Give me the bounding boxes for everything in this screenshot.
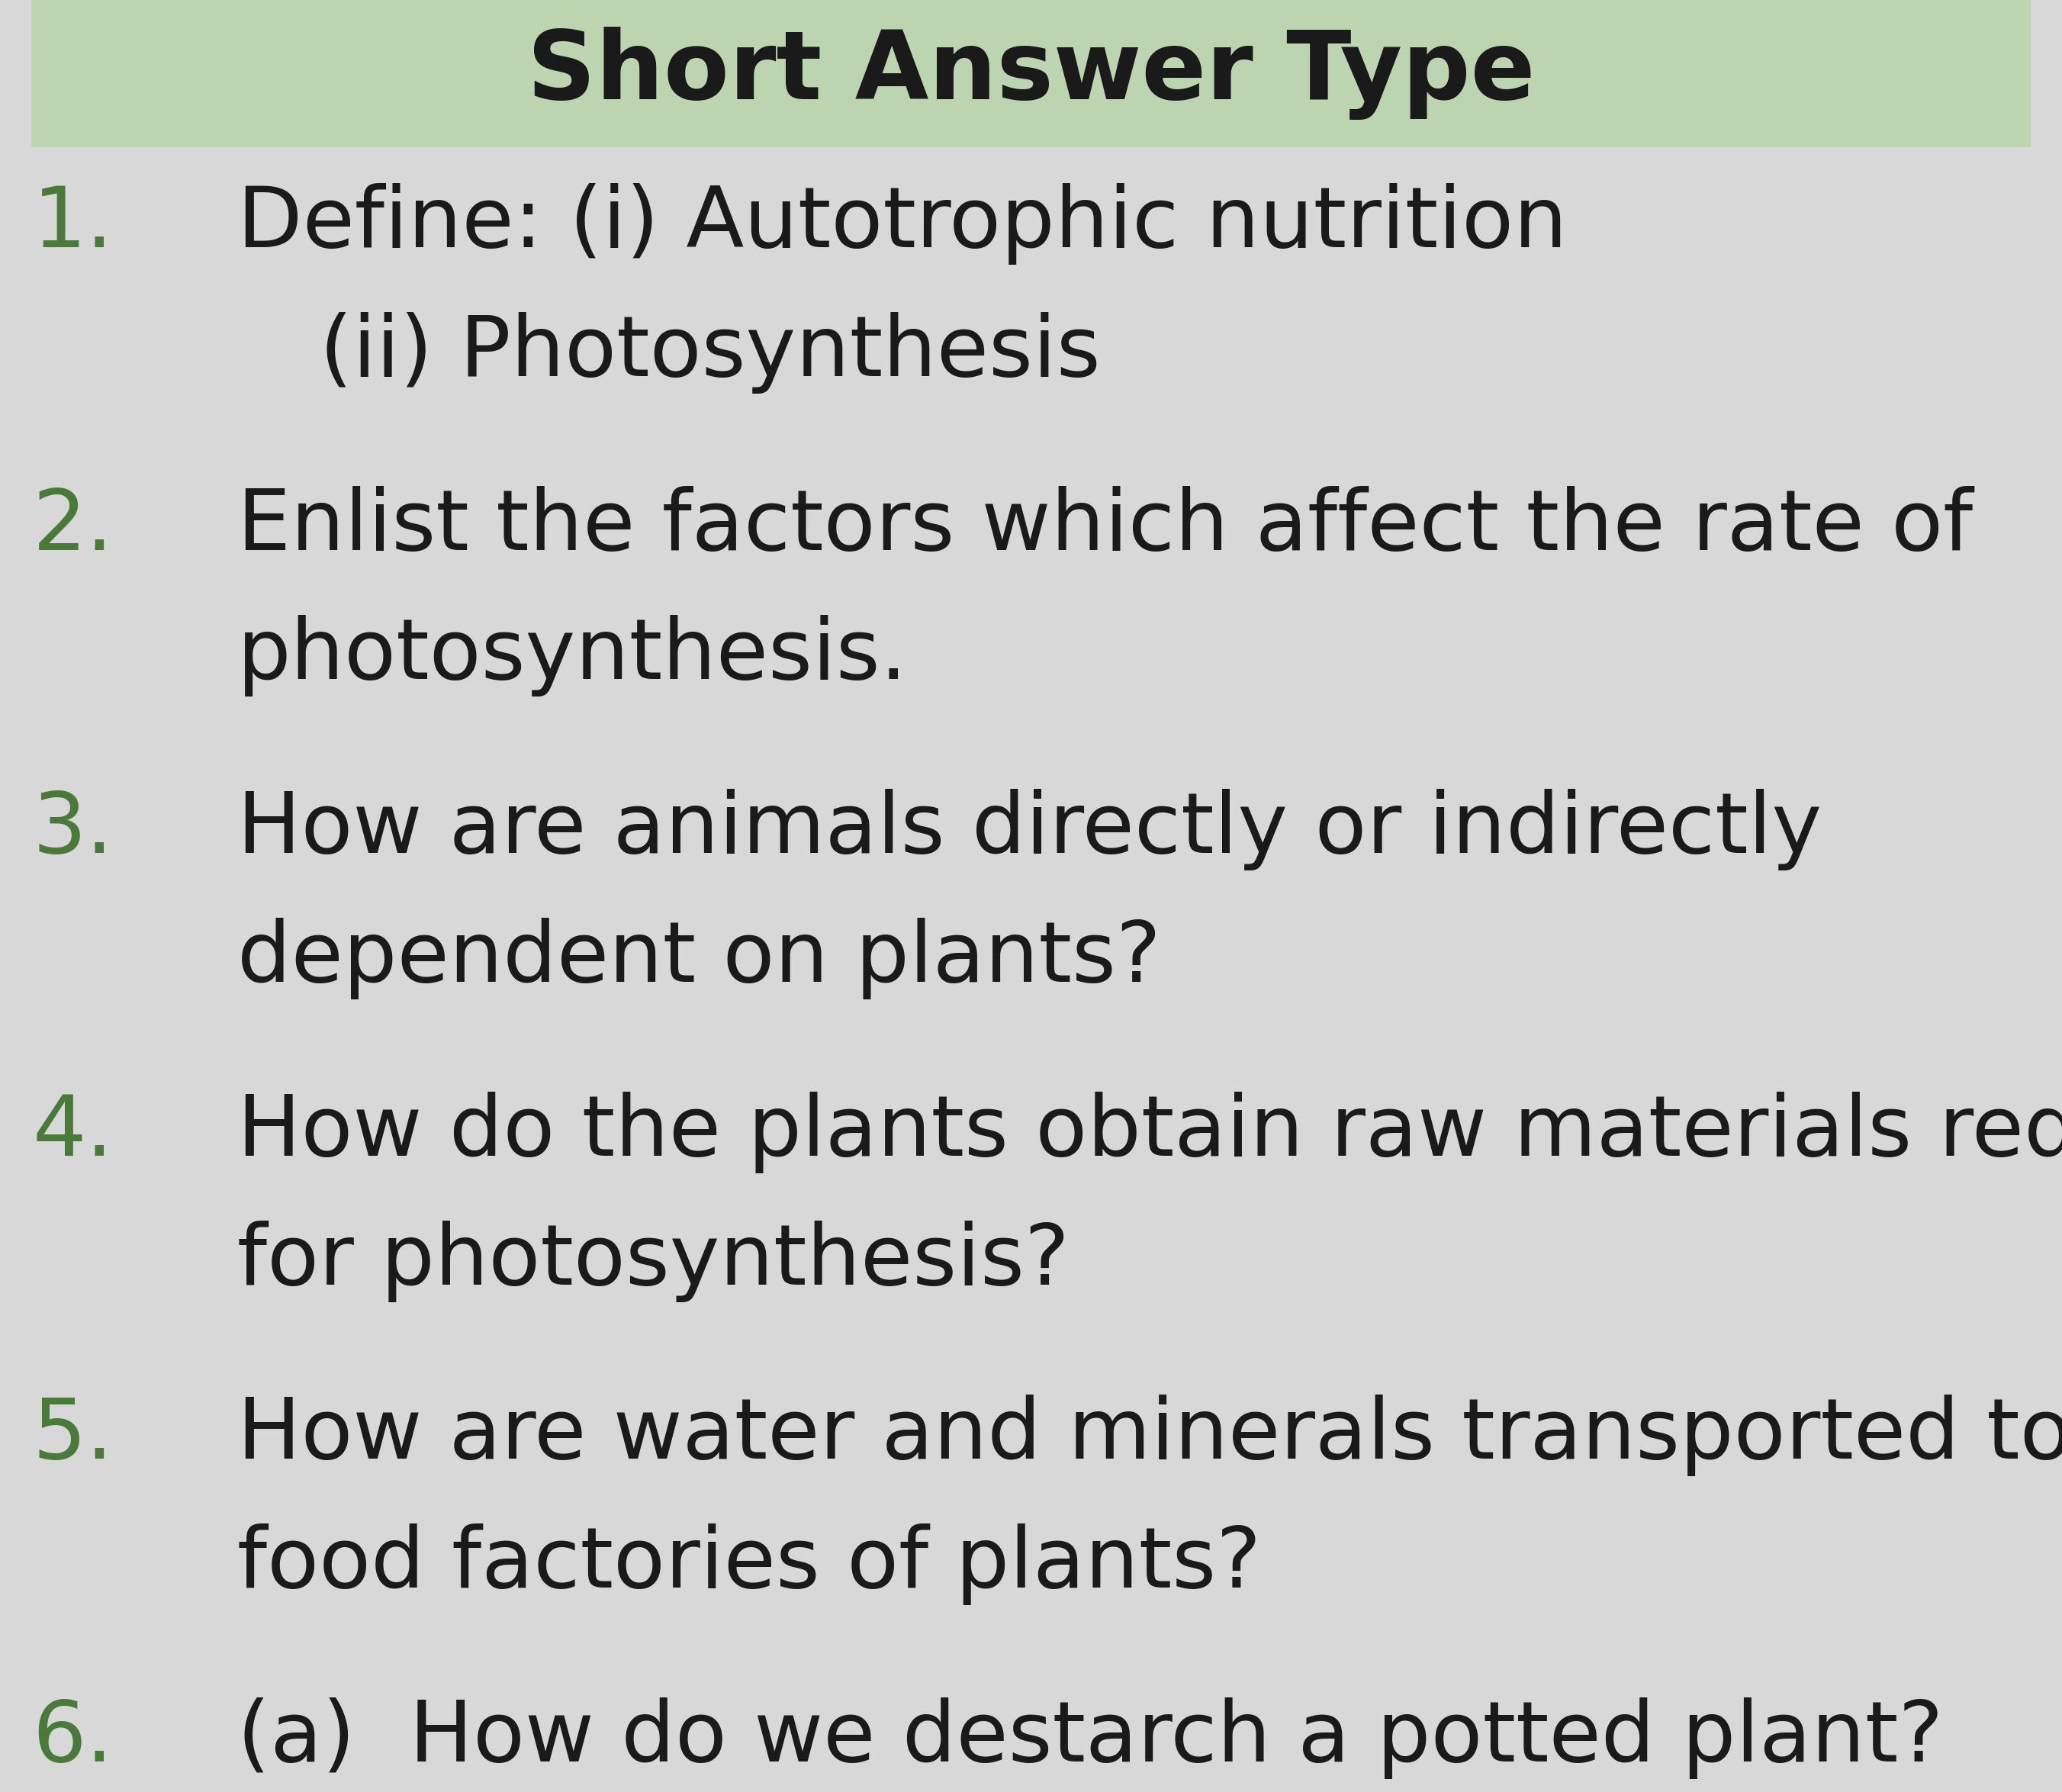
Text: for photosynthesis?: for photosynthesis? [237, 1220, 1070, 1303]
Text: How are water and minerals transported to the: How are water and minerals transported t… [237, 1394, 2062, 1477]
Text: 1.: 1. [33, 183, 113, 265]
Text: 5.: 5. [33, 1394, 113, 1477]
Text: 2.: 2. [33, 486, 113, 568]
Text: Short Answer Type: Short Answer Type [528, 27, 1534, 120]
Text: How do the plants obtain raw materials required: How do the plants obtain raw materials r… [237, 1091, 2062, 1174]
Text: 4.: 4. [33, 1091, 113, 1174]
Text: photosynthesis.: photosynthesis. [237, 615, 907, 697]
Text: (a)  How do we destarch a potted plant?: (a) How do we destarch a potted plant? [237, 1697, 1942, 1779]
Text: Enlist the factors which affect the rate of: Enlist the factors which affect the rate… [237, 486, 1973, 568]
Text: 6.: 6. [33, 1697, 113, 1779]
FancyBboxPatch shape [31, 0, 2031, 147]
Text: food factories of plants?: food factories of plants? [237, 1523, 1262, 1606]
Text: 3.: 3. [33, 788, 113, 871]
Text: (ii) Photosynthesis: (ii) Photosynthesis [320, 312, 1101, 394]
Text: How are animals directly or indirectly: How are animals directly or indirectly [237, 788, 1821, 871]
Text: Define: (i) Autotrophic nutrition: Define: (i) Autotrophic nutrition [237, 183, 1567, 265]
Text: dependent on plants?: dependent on plants? [237, 918, 1161, 1000]
